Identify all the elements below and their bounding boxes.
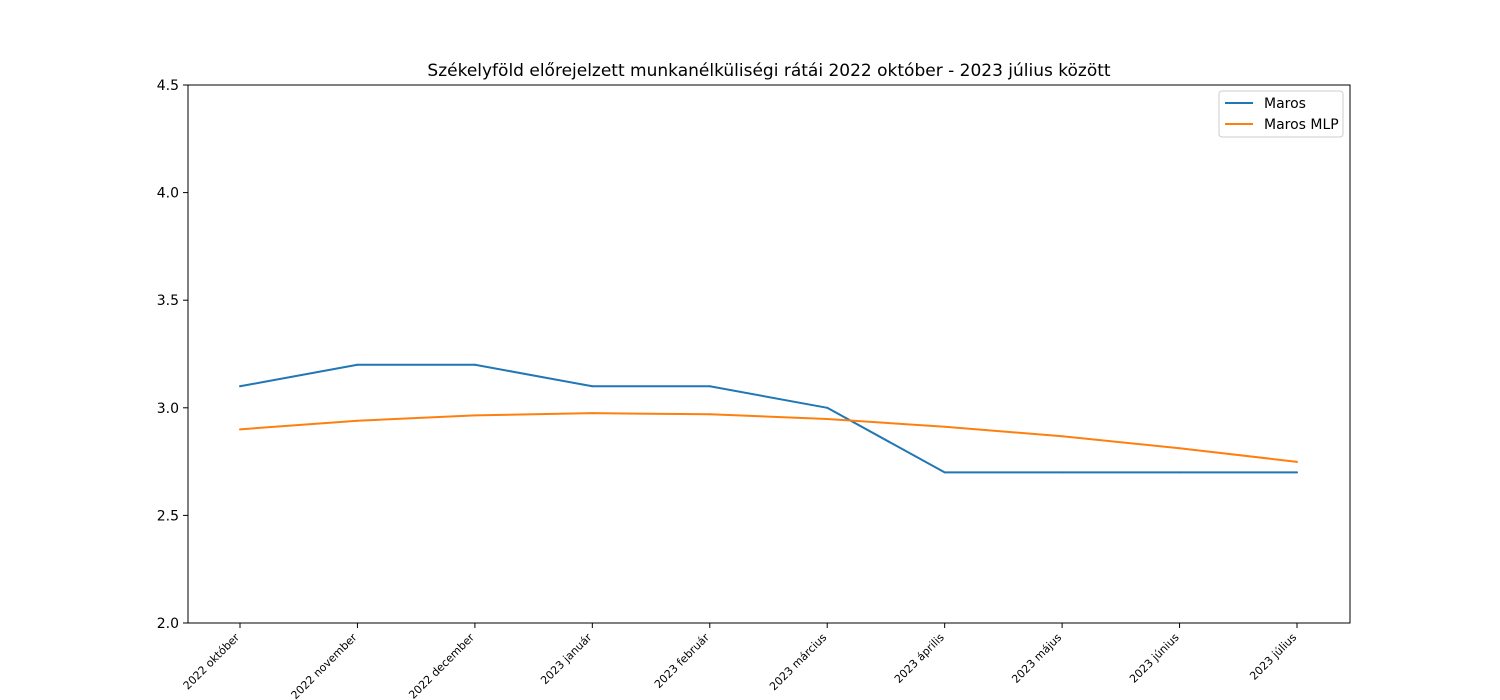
y-tick-label: 3.5 — [157, 293, 179, 309]
y-tick-label: 2.0 — [157, 616, 179, 632]
x-tick-label: 2023 március — [767, 631, 829, 693]
chart-title: Székelyföld előrejelzett munkanélküliség… — [427, 61, 1110, 81]
x-axis: 2022 október 2022 november 2022 december 20… — [181, 623, 1299, 700]
data-point — [1061, 471, 1064, 474]
x-tick-label: 2023 április — [892, 631, 947, 686]
x-tick-label: 2023 január — [538, 631, 595, 688]
x-tick-label: 2023 május — [1009, 631, 1064, 686]
legend: Maros Maros MLP — [1218, 90, 1344, 138]
x-tick-label: 2023 február — [652, 631, 712, 691]
data-point — [591, 385, 594, 388]
data-point — [943, 471, 946, 474]
series-layer — [239, 363, 1298, 474]
series-line-0 — [239, 363, 1297, 474]
legend-label: Maros — [1264, 96, 1306, 112]
data-point — [1178, 447, 1181, 450]
y-tick-label: 4.5 — [157, 78, 179, 94]
data-point — [943, 425, 946, 428]
data-point — [1061, 435, 1064, 438]
data-point — [239, 428, 241, 431]
data-point — [826, 417, 829, 420]
data-point — [239, 385, 241, 388]
data-point — [708, 385, 711, 388]
plot-frame — [187, 84, 1351, 624]
x-tick-label: 2023 június — [1127, 631, 1182, 686]
x-tick-label: 2022 december — [406, 631, 477, 700]
data-point — [1178, 471, 1181, 474]
x-tick-label: 2023 július — [1247, 631, 1299, 683]
y-tick-label: 3.0 — [157, 401, 179, 417]
data-point — [473, 414, 476, 417]
data-point — [826, 406, 829, 409]
x-tick-label: 2022 november — [289, 631, 360, 700]
data-point — [1296, 460, 1298, 463]
data-point — [1296, 471, 1298, 474]
legend-label: Maros MLP — [1264, 117, 1339, 133]
data-point — [473, 363, 476, 366]
y-axis: 2.0 2.5 3.0 3.5 4.0 4.5 — [157, 78, 188, 632]
data-point — [591, 412, 594, 415]
data-point — [356, 419, 359, 422]
data-point — [708, 413, 711, 416]
y-tick-label: 4.0 — [157, 186, 179, 202]
data-point — [356, 363, 359, 366]
x-tick-label: 2022 október — [181, 631, 243, 693]
series-line-1 — [239, 412, 1298, 463]
y-tick-label: 2.5 — [157, 508, 179, 524]
